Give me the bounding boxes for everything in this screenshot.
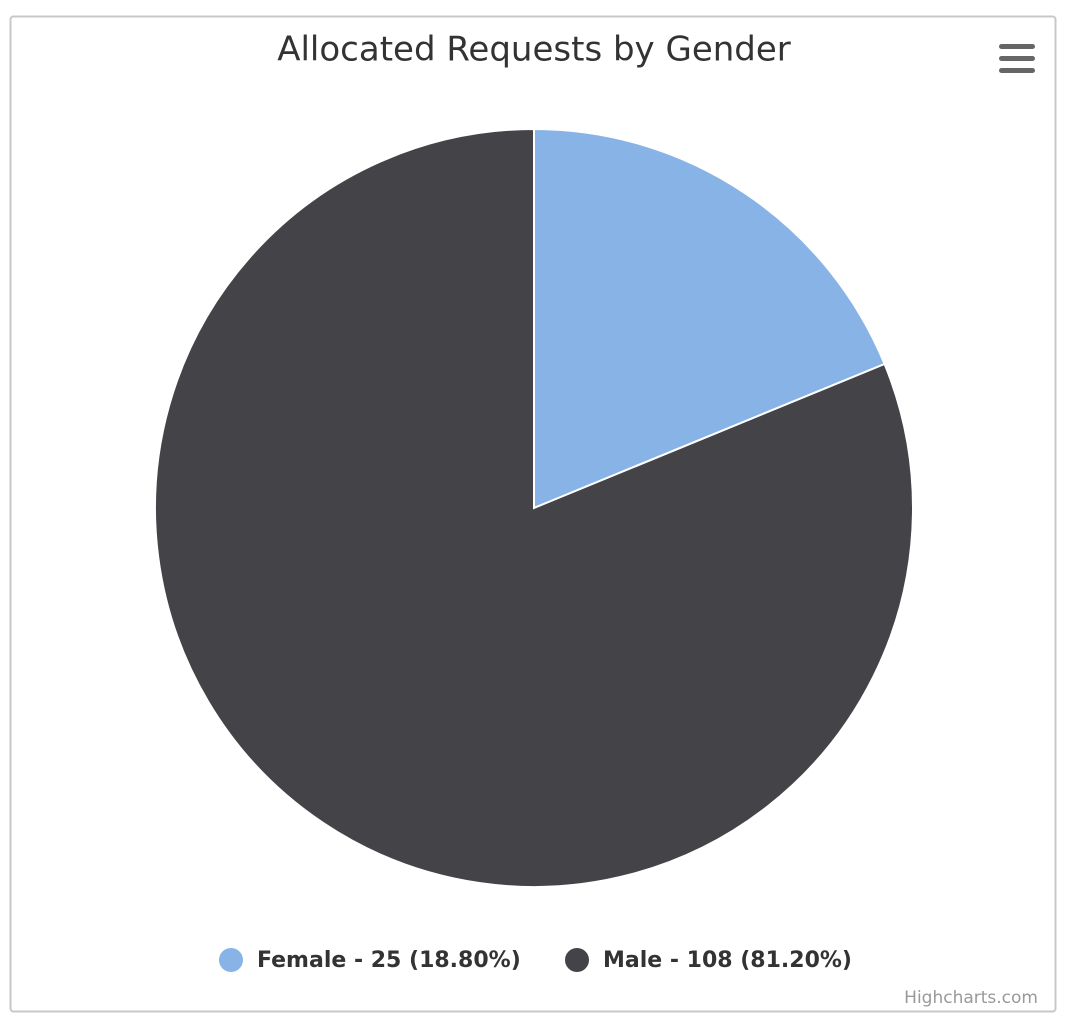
menu-bar — [999, 68, 1035, 73]
legend-label[interactable]: Female - 25 (18.80%) — [257, 948, 521, 973]
chart-title: Allocated Requests by Gender — [277, 30, 791, 70]
legend-label[interactable]: Male - 108 (81.20%) — [603, 948, 852, 973]
legend-symbol[interactable] — [565, 948, 589, 972]
menu-button[interactable] — [999, 44, 1035, 73]
credits[interactable]: Highcharts.com — [904, 988, 1038, 1008]
legend-symbol[interactable] — [219, 948, 243, 972]
pie-slice[interactable] — [154, 127, 914, 888]
menu-bar — [999, 44, 1035, 49]
menu-bar — [999, 56, 1035, 61]
pie-slice[interactable] — [533, 127, 886, 510]
